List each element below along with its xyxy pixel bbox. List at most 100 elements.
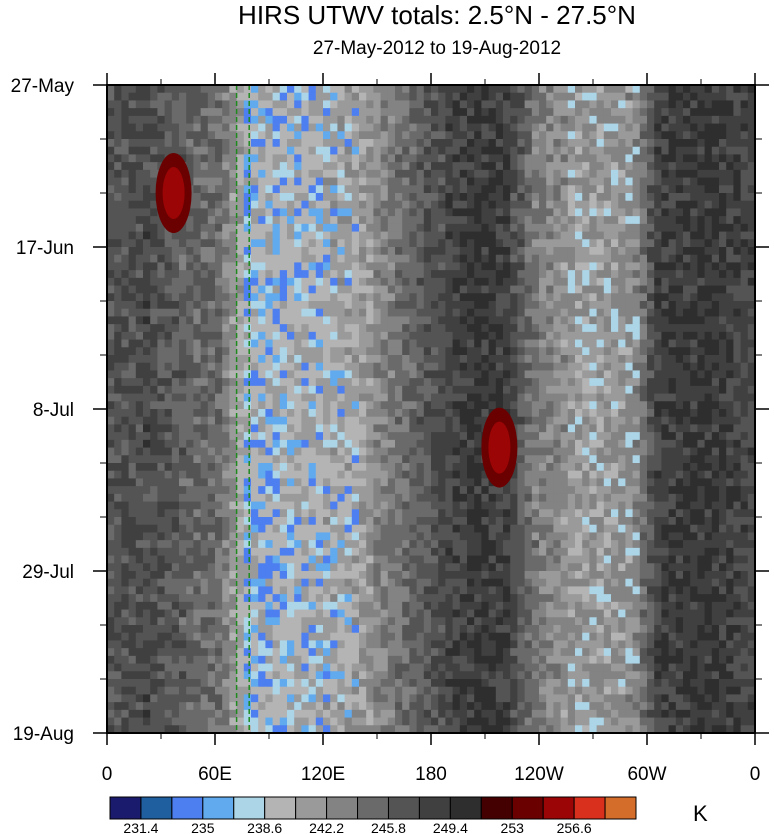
heatmap-cell — [409, 424, 418, 434]
heatmap-cell — [488, 162, 497, 171]
heatmap-cell — [150, 262, 158, 272]
heatmap-cell — [625, 339, 634, 349]
heatmap-cell — [164, 493, 173, 503]
heatmap-cell — [344, 339, 353, 349]
heatmap-cell — [351, 370, 360, 380]
heatmap-cell — [481, 154, 490, 164]
heatmap-cell — [503, 301, 511, 310]
heatmap-cell — [301, 447, 310, 457]
heatmap-cell — [402, 293, 410, 302]
heatmap-cell — [323, 169, 331, 179]
heatmap-cell — [495, 139, 504, 148]
heatmap-cell — [654, 247, 662, 256]
heatmap-cell — [279, 92, 288, 102]
heatmap-cell — [618, 146, 626, 156]
heatmap-cell — [445, 493, 454, 503]
heatmap-cell — [726, 301, 734, 310]
heatmap-cell — [553, 455, 562, 464]
heatmap-cell — [308, 208, 317, 218]
heatmap-cell — [395, 162, 403, 171]
heatmap-cell — [719, 146, 727, 156]
heatmap-cell — [503, 108, 511, 117]
heatmap-cell — [251, 92, 259, 102]
heatmap-cell — [272, 362, 281, 372]
heatmap-cell — [639, 393, 648, 403]
heatmap-cell — [596, 486, 605, 495]
heatmap-cell — [690, 470, 698, 480]
heatmap-cell — [467, 486, 475, 495]
heatmap-cell — [618, 177, 626, 187]
heatmap-cell — [128, 486, 137, 495]
heatmap-cell — [675, 162, 684, 171]
heatmap-cell — [373, 301, 382, 310]
heatmap-cell — [661, 185, 670, 194]
heatmap-cell — [539, 385, 547, 395]
heatmap-cell — [524, 362, 533, 372]
heatmap-cell — [308, 200, 317, 210]
heatmap-cell — [423, 239, 432, 248]
heatmap-cell — [107, 115, 115, 125]
heatmap-cell — [683, 355, 691, 364]
heatmap-cell — [431, 254, 439, 264]
heatmap-cell — [373, 262, 382, 272]
heatmap-cell — [632, 478, 641, 488]
heatmap-cell — [402, 131, 410, 140]
heatmap-cell — [150, 85, 158, 94]
heatmap-cell — [337, 416, 346, 426]
heatmap-cell — [654, 285, 662, 295]
heatmap-cell — [179, 239, 187, 248]
heatmap-cell — [243, 185, 252, 194]
heatmap-cell — [474, 216, 482, 225]
heatmap-cell — [402, 447, 410, 457]
heatmap-cell — [647, 478, 655, 488]
heatmap-cell — [474, 308, 482, 318]
heatmap-cell — [531, 339, 540, 349]
heatmap-cell — [510, 108, 518, 117]
heatmap-cell — [315, 262, 324, 272]
heatmap-cell — [207, 223, 216, 233]
heatmap-cell — [315, 463, 324, 472]
heatmap-cell — [647, 139, 655, 148]
heatmap-cell — [553, 223, 562, 233]
heatmap-cell — [495, 154, 504, 164]
heatmap-cell — [726, 478, 734, 488]
heatmap-cell — [416, 239, 425, 248]
heatmap-cell — [143, 478, 151, 488]
heatmap-cell — [575, 432, 583, 441]
heatmap-cell — [229, 254, 238, 264]
heatmap-cell — [611, 223, 619, 233]
heatmap-cell — [459, 501, 468, 511]
heatmap-cell — [596, 401, 605, 410]
heatmap-cell — [481, 370, 490, 380]
heatmap-cell — [186, 331, 194, 341]
heatmap-cell — [308, 362, 317, 372]
heatmap-cell — [431, 424, 439, 434]
heatmap-cell — [207, 509, 216, 518]
heatmap-cell — [474, 100, 482, 110]
heatmap-cell — [287, 401, 295, 410]
heatmap-cell — [359, 401, 367, 410]
heatmap-cell — [344, 401, 353, 410]
heatmap-cell — [135, 362, 144, 372]
heatmap-cell — [287, 378, 295, 387]
heatmap-cell — [107, 216, 115, 225]
heatmap-cell — [683, 239, 691, 248]
heatmap-cell — [567, 115, 576, 125]
heatmap-cell — [294, 154, 302, 164]
heatmap-cell — [625, 455, 634, 464]
heatmap-cell — [359, 378, 367, 387]
heatmap-cell — [452, 108, 461, 117]
heatmap-cell — [445, 401, 454, 410]
heatmap-cell — [474, 447, 482, 457]
heatmap-cell — [452, 308, 461, 318]
heatmap-cell — [387, 416, 396, 426]
heatmap-cell — [603, 270, 612, 279]
heatmap-cell — [510, 162, 518, 171]
heatmap-cell — [719, 123, 727, 133]
heatmap-cell — [654, 216, 662, 225]
heatmap-cell — [531, 301, 540, 310]
heatmap-cell — [531, 85, 540, 94]
heatmap-cell — [668, 455, 677, 464]
heatmap-cell — [647, 347, 655, 356]
heatmap-cell — [452, 131, 461, 140]
